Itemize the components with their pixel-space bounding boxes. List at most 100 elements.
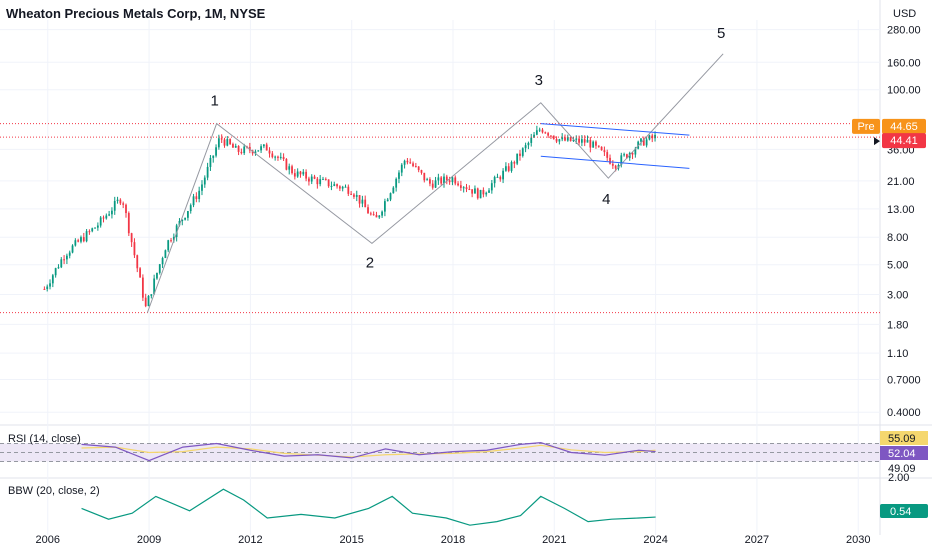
price-tick-label: 13.00 [887, 204, 915, 216]
candle-body [589, 139, 592, 148]
candle-body [485, 192, 488, 195]
candle-body [609, 157, 611, 164]
candle-body [234, 146, 237, 148]
candle-body [420, 170, 423, 173]
time-axis: 2006 2009 2012 2015 2018 2021 2024 2027 2030 [36, 534, 871, 546]
candle-body [519, 153, 521, 156]
bbw-label[interactable]: BBW (20, close, 2) [8, 485, 100, 497]
candle-body [448, 180, 451, 183]
candle-body [144, 297, 147, 307]
time-tick-label: 2006 [36, 534, 60, 546]
candle-body [305, 171, 308, 179]
candle-body [122, 203, 125, 205]
candle-body [156, 272, 158, 279]
candle-body [167, 240, 170, 251]
candle-body [395, 178, 398, 188]
candle-body [274, 156, 277, 158]
rsi-line [81, 441, 656, 462]
bbw-panel[interactable]: 2.00 0.54 [81, 472, 928, 526]
candle-body [586, 139, 589, 143]
currency-label[interactable]: USD [893, 8, 917, 20]
candle-body [195, 196, 198, 200]
candle-body [319, 179, 322, 185]
candle-body [43, 288, 46, 290]
candle-body [279, 156, 282, 158]
rsi-ma-line [81, 444, 656, 458]
wave-label-5: 5 [717, 25, 725, 42]
candle-body [49, 283, 51, 287]
candle-body [566, 137, 569, 141]
candle-body [141, 277, 144, 298]
candle-body [344, 186, 347, 188]
candle-body [595, 141, 597, 146]
candle-body [426, 179, 429, 181]
candle-body [434, 180, 437, 188]
price-tick-label: 280.00 [887, 25, 921, 37]
candle-body [209, 157, 212, 167]
bbw-value-badge [880, 504, 928, 518]
candle-body [268, 150, 271, 154]
candle-body [322, 178, 324, 180]
candle-body [429, 179, 431, 184]
price-tick-label: 1.80 [887, 319, 908, 331]
candle-body [74, 240, 77, 246]
candle-body [54, 268, 57, 276]
candle-body [293, 173, 296, 177]
candle-body [260, 146, 262, 151]
price-tick-label: 0.4000 [887, 407, 921, 419]
rsi-label[interactable]: RSI (14, close) [8, 433, 81, 445]
candle-body [271, 153, 274, 158]
candle-body [254, 151, 257, 154]
candle-body [189, 205, 192, 212]
time-tick-label: 2021 [542, 534, 566, 546]
candle-body [150, 294, 153, 296]
candle-body [386, 199, 389, 202]
candle-body [265, 144, 268, 151]
price-tick-label: 1.10 [887, 348, 908, 360]
candle-body [181, 219, 184, 221]
rsi-panel[interactable]: 55.09 52.04 49.09 [0, 431, 928, 475]
candle-body [288, 166, 291, 170]
candle-body [502, 170, 504, 180]
candle-body [111, 210, 113, 215]
candle-body [457, 183, 459, 186]
candle-body [105, 215, 108, 219]
candle-body [417, 166, 420, 171]
candle-body [521, 148, 524, 156]
candle-body [127, 213, 130, 234]
candle-body [471, 189, 474, 194]
candle-body [91, 228, 94, 232]
rsi-value-badge [880, 446, 928, 460]
last-value-badge [882, 133, 926, 149]
candle-body [572, 139, 575, 142]
candle-body [437, 177, 440, 181]
wave-label-2: 2 [366, 254, 374, 271]
candle-body [310, 176, 313, 182]
price-tick-label: 100.00 [887, 85, 921, 97]
candle-body [642, 138, 645, 146]
candle-body [527, 142, 530, 146]
candle-body [583, 139, 586, 143]
candle-body [398, 172, 400, 179]
candle-body [113, 201, 116, 211]
candle-body [597, 145, 600, 147]
price-tick-label: 0.7000 [887, 375, 921, 387]
bbw-line [81, 488, 656, 526]
candle-body [316, 178, 319, 185]
candle-body [392, 187, 395, 194]
candle-body [203, 177, 206, 185]
candle-body [164, 250, 167, 259]
candle-body [474, 188, 476, 194]
candle-body [496, 176, 499, 178]
candle-body [634, 148, 637, 155]
candle-body [361, 199, 364, 204]
candle-body [440, 177, 443, 184]
candle-body [68, 252, 71, 256]
rsi-ma-badge [880, 431, 928, 445]
candle-body [400, 164, 403, 173]
candle-body [136, 255, 139, 269]
candle-body [530, 137, 533, 143]
pre-value: 44.65 [890, 121, 918, 133]
